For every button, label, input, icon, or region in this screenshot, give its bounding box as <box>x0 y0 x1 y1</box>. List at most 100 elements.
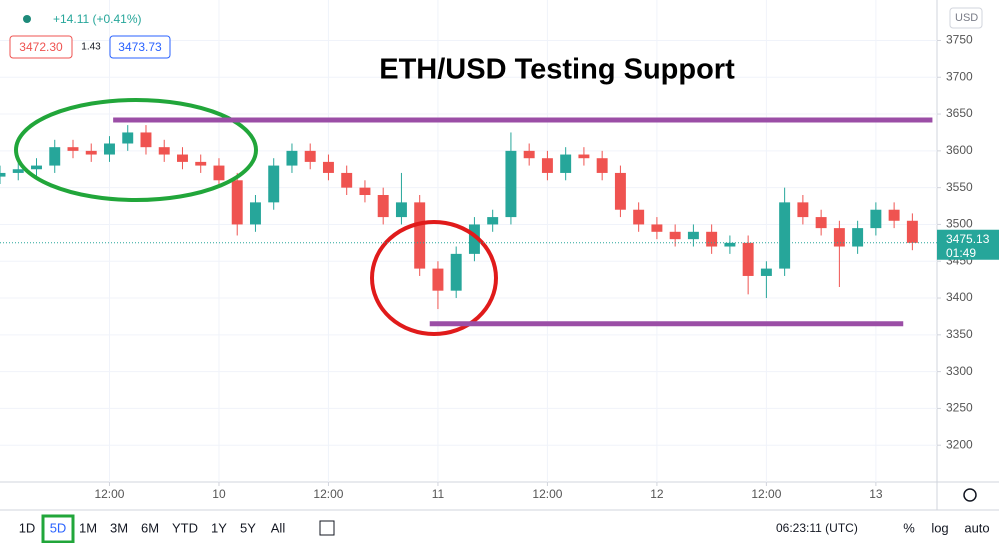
candle-body <box>614 172 626 210</box>
candle-body <box>578 154 590 159</box>
candle-body <box>286 150 298 166</box>
y-tick-label: 3200 <box>946 437 973 451</box>
change: +14.11 (+0.41%) <box>53 12 142 26</box>
candle-body <box>104 143 115 155</box>
range-button[interactable]: All <box>271 520 286 535</box>
y-tick-label: 3400 <box>946 290 973 304</box>
candle-body <box>432 268 444 291</box>
bid: 3472.30 <box>19 40 63 54</box>
candle-body <box>31 165 42 170</box>
candle-body <box>596 158 608 173</box>
scale-option[interactable]: auto <box>964 520 989 535</box>
y-tick-label: 3300 <box>946 364 973 378</box>
candle-body <box>268 165 280 203</box>
candle-body <box>888 209 900 221</box>
bid-box <box>9 35 73 59</box>
last-price-label: 3475.13 <box>946 232 990 246</box>
y-tick-label: 3700 <box>946 69 973 83</box>
candle-body <box>122 132 134 144</box>
candle-body <box>304 150 316 162</box>
candle-body <box>906 220 918 243</box>
y-tick-label: 3600 <box>946 143 973 157</box>
range-button[interactable]: 1Y <box>211 520 227 535</box>
candle-body <box>633 209 645 225</box>
candle-body <box>724 242 736 247</box>
candle-body <box>669 231 681 240</box>
scale-option[interactable]: log <box>931 520 948 535</box>
candle-body <box>213 165 225 181</box>
clock: 06:23:11 (UTC) <box>776 521 858 535</box>
candle-body <box>779 202 791 269</box>
range-button[interactable]: 5Y <box>240 520 256 535</box>
candle-body <box>0 172 6 177</box>
range-button[interactable]: YTD <box>172 520 198 535</box>
y-tick-label: 3500 <box>946 217 973 231</box>
x-tick-label: 12:00 <box>532 487 562 501</box>
spread: 1.43 <box>81 42 101 53</box>
ask: 3473.73 <box>118 40 162 54</box>
compare-icon[interactable] <box>319 520 335 536</box>
candle-body <box>487 217 499 225</box>
candle-body <box>12 169 24 173</box>
candle-body <box>414 202 426 269</box>
status-dot <box>23 15 31 23</box>
candle-body <box>140 132 152 148</box>
candle-body <box>450 253 462 291</box>
x-tick-label: 10 <box>212 487 226 501</box>
countdown: 01:49 <box>946 246 976 260</box>
y-tick-label: 3650 <box>946 106 973 120</box>
currency-box[interactable] <box>949 7 983 29</box>
last-price-tag <box>937 229 999 260</box>
candle-body <box>395 202 407 218</box>
candle-body <box>359 187 371 196</box>
y-tick-label: 3550 <box>946 180 973 194</box>
candle-body <box>377 195 389 218</box>
candle-body <box>322 161 334 173</box>
candle-body <box>870 209 882 229</box>
candle-body <box>249 202 261 225</box>
candle-body <box>468 224 480 254</box>
y-tick-label: 3350 <box>946 327 973 341</box>
x-tick-label: 12:00 <box>94 487 124 501</box>
candle-body <box>742 242 754 276</box>
chart-title: ETH/USD Testing Support <box>379 54 735 86</box>
range-button[interactable]: 3M <box>110 520 128 535</box>
range-button[interactable]: 6M <box>141 520 159 535</box>
highlight-circle <box>370 220 498 336</box>
candle-body <box>505 150 517 218</box>
candle-body <box>815 217 827 229</box>
x-tick-label: 12:00 <box>313 487 343 501</box>
candle-body <box>195 161 207 166</box>
x-tick-label: 12:00 <box>751 487 781 501</box>
candle-body <box>341 172 353 188</box>
highlight-circle <box>14 98 258 202</box>
candle-body <box>560 154 572 173</box>
range-button[interactable]: 1D <box>19 520 36 535</box>
x-tick-label: 12 <box>650 487 664 501</box>
y-tick-label: 3250 <box>946 401 973 415</box>
y-tick-label: 3750 <box>946 33 973 47</box>
range-button[interactable]: 1M <box>79 520 97 535</box>
candle-body <box>523 150 535 159</box>
ask-box <box>109 35 171 59</box>
candle-body <box>852 228 864 247</box>
scale-option[interactable]: % <box>903 520 915 535</box>
candle-body <box>687 231 699 240</box>
candle-body <box>176 154 188 162</box>
candle-body <box>85 150 97 155</box>
candle-body <box>67 147 79 151</box>
candle-body <box>760 268 772 276</box>
range-selected <box>41 514 75 543</box>
x-tick-label: 11 <box>432 487 445 501</box>
candle-body <box>541 158 553 173</box>
currency: USD <box>955 12 978 24</box>
candle-body <box>706 231 718 247</box>
candle-body <box>797 202 809 218</box>
range-button[interactable]: 5D <box>50 520 67 535</box>
x-tick-label: 13 <box>869 487 883 501</box>
settings-icon[interactable] <box>963 488 977 502</box>
candle-body <box>833 228 845 247</box>
